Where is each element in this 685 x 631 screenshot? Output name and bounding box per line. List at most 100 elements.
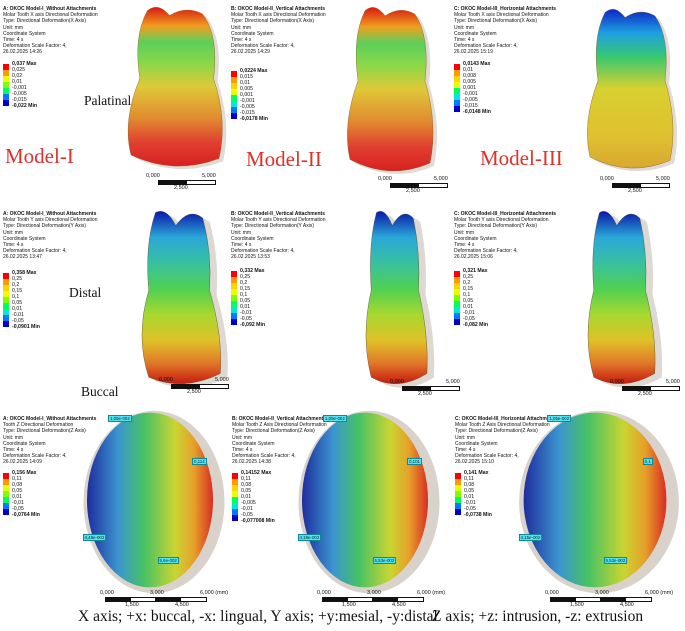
panel-header-p6: C: OKOC Model-III_Horizontal Attachments… <box>454 211 556 261</box>
legend-value: -0,05 <box>241 512 253 518</box>
legend-swatch <box>231 107 237 113</box>
legend-swatch <box>232 479 238 485</box>
color-legend-p3: 0,0143 Max 0,01 0,008 0,005 0,001 -0,001 -0,00… <box>454 61 514 115</box>
legend-max: 0,321 Max <box>463 268 488 274</box>
legend-swatch <box>454 289 460 295</box>
scale-label: 1,500 <box>570 602 584 608</box>
legend-swatch <box>3 485 9 491</box>
probe-value-tag: 0,114 <box>192 458 207 466</box>
legend-swatch <box>231 283 237 289</box>
scale-label: 6,000 (mm) <box>645 590 674 596</box>
probe-value-tag: 1,05e-002 <box>547 414 572 422</box>
panel-header-p1: A: OKOC Model-I_Without Attachments Molar… <box>3 6 98 56</box>
panel-info-line: Molar Tooth Z Axis Directional Deformati… <box>232 422 327 429</box>
panel-header-p8: B: OKOC Model-II_Vertical Attachments Mol… <box>232 416 327 466</box>
legend-swatch <box>231 101 237 107</box>
legend-value: -0,01 <box>463 310 475 316</box>
legend-swatch <box>454 313 460 319</box>
legend-swatch <box>232 515 238 521</box>
legend-value: -0,05 <box>464 506 476 512</box>
panel-info-line: Coordinate System <box>3 30 46 37</box>
legend-swatch <box>454 100 460 106</box>
panel-info-line: Unit: mm <box>232 434 252 441</box>
legend-swatch <box>231 113 237 119</box>
tooth-model-p5 <box>365 211 435 388</box>
legend-value: 0,01 <box>240 304 251 310</box>
scale-label: 2,500 <box>406 188 420 194</box>
scale-segment <box>418 183 448 188</box>
legend-min: -0,0178 Min <box>240 116 268 122</box>
legend-swatch <box>3 503 9 509</box>
scale-label: 1,500 <box>342 602 356 608</box>
panel-info-line: Type: Directional Deformation(Z Axis) <box>455 428 538 435</box>
panel-info-line: Deformation Scale Factor: 4, <box>454 43 518 50</box>
legend-swatch <box>455 503 461 509</box>
panel-info-line: Type: Directional Deformation(X Axis) <box>454 18 538 25</box>
panel-info-line: Time: 4 s <box>455 447 476 454</box>
legend-value: -0,05 <box>240 316 252 322</box>
panel-info-line: Time: 4 s <box>454 242 475 249</box>
legend-value: 0,2 <box>463 280 471 286</box>
legend-max: 0,14152 Max <box>241 470 272 476</box>
legend-value: -0,01 <box>12 312 24 318</box>
legend-value: -0,05 <box>12 506 24 512</box>
panel-info-line: Coordinate System <box>454 30 497 37</box>
panel-title: A: OKOC Model-I_Without Attachments <box>3 416 97 422</box>
panel-info-line: Unit: mm <box>3 434 23 441</box>
legend-value: -0,001 <box>12 85 27 91</box>
panel-info-line: Deformation Scale Factor: 4, <box>3 43 67 50</box>
legend-value: -0,01 <box>12 500 24 506</box>
legend-swatch <box>231 313 237 319</box>
caption-right: Z axis; +z: intrusion, -z: extrusion <box>432 608 644 625</box>
legend-min: -0,0738 Min <box>464 512 492 518</box>
legend-swatch <box>454 301 460 307</box>
panel-info-line: Molar Tooth Y axis Directional Deformati… <box>454 217 549 224</box>
legend-swatch <box>454 283 460 289</box>
scale-label: 0,000 <box>600 176 614 182</box>
legend-value: 0,15 <box>240 286 251 292</box>
legend-value: 0,1 <box>12 294 20 300</box>
panel-info-line: Unit: mm <box>455 434 475 441</box>
color-legend-p9: 0,141 Max 0,11 0,08 0,05 0,01 -0,01 -0,05 -0,07… <box>455 470 515 518</box>
scale-label: 0,000 <box>610 379 624 385</box>
legend-swatch <box>231 95 237 101</box>
scale-label: 3,000 <box>150 590 164 596</box>
caption-left: X axis; +x: buccal, -x: lingual, Y axis;… <box>78 608 438 625</box>
panel-info-line: Deformation Scale Factor: 4, <box>3 248 67 255</box>
panel-info-line: Coordinate System <box>231 235 274 242</box>
panel-header-p9: C: OKOC Model-III_Horizontal Attachments… <box>455 416 557 466</box>
panel-header-p3: C: OKOC Model-III_Horizontal Attachments… <box>454 6 556 56</box>
panel-info-line: Time: 4 s <box>231 37 252 44</box>
panel-info-line: Unit: mm <box>454 229 474 236</box>
panel-info-line: Deformation Scale Factor: 4, <box>3 453 67 460</box>
legend-swatch <box>232 497 238 503</box>
legend-value: 0,1 <box>240 292 248 298</box>
panel-info-line: Unit: mm <box>231 229 251 236</box>
legend-swatch <box>454 82 460 88</box>
scale-label: 0,000 <box>545 590 559 596</box>
panel-info-line: 26.02.2025 14:29 <box>231 49 270 56</box>
scale-segment <box>186 180 216 185</box>
legend-swatch <box>232 473 238 479</box>
panel-title: B: OKOC Model-II_Vertical Attachments <box>232 416 326 422</box>
legend-value: 0,25 <box>463 274 474 280</box>
panel-info-line: 26.02.2025 14:26 <box>3 49 42 56</box>
legend-max: 0,332 Max <box>240 268 265 274</box>
legend-value: -0,005 <box>241 500 256 506</box>
legend-swatch <box>3 279 9 285</box>
probe-value-tag: 4,18e-002 <box>297 534 322 542</box>
panel-title: C: OKOC Model-III_Horizontal Attachments <box>454 211 557 217</box>
legend-swatch <box>3 88 9 94</box>
legend-value: -0,01 <box>240 310 252 316</box>
probe-value-tag: 5,53e-002 <box>372 557 397 564</box>
legend-swatch <box>455 509 461 515</box>
scale-label: 2,500 <box>187 389 201 395</box>
tooth-model-p4 <box>141 211 228 388</box>
legend-swatch <box>454 94 460 100</box>
legend-value: 0,01 <box>12 494 23 500</box>
legend-min: -0,0764 Min <box>12 512 40 518</box>
legend-value: 0,01 <box>463 67 474 73</box>
legend-value: -0,015 <box>240 110 255 116</box>
panel-info-line: Type: Directional Deformation(Y Axis) <box>3 223 86 230</box>
panel-info-line: Coordinate System <box>3 235 46 242</box>
